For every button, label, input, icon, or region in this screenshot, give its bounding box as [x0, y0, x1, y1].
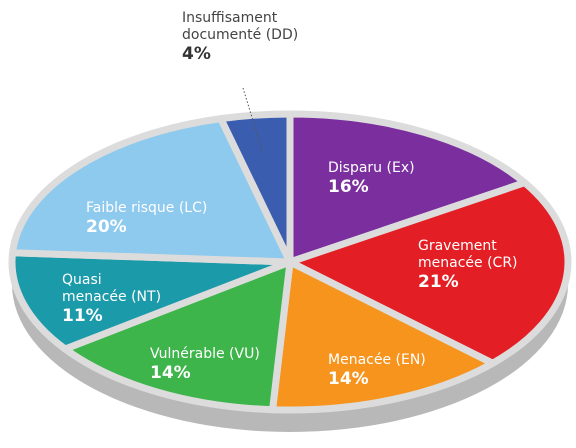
pie-slice: [286, 110, 529, 266]
slice-name: Insuffisament documenté (DD): [182, 10, 299, 43]
slice-value: 4%: [182, 44, 211, 64]
slice-label: Insuffisament documenté (DD) 4%: [182, 10, 342, 64]
slice-label: Quasi menacée (NT) 11%: [62, 272, 162, 326]
slice-label: Disparu (Ex) 16%: [328, 160, 438, 197]
leader-line: [242, 87, 263, 151]
slice-label: Faible risque (LC) 20%: [86, 200, 246, 237]
pie-slice: [286, 179, 572, 367]
pie-slice: [9, 115, 294, 266]
slice-name: Disparu (Ex): [328, 160, 415, 176]
slice-value: 14%: [150, 363, 191, 383]
slice-name: Vulnérable (VU): [150, 346, 260, 362]
slice-value: 21%: [418, 272, 459, 292]
slice-value: 20%: [86, 217, 127, 237]
slice-value: 16%: [328, 177, 369, 197]
pie-slice: [8, 249, 294, 353]
slice-label: Menacée (EN) 14%: [328, 352, 428, 389]
slice-name: Menacée (EN): [328, 352, 426, 368]
slice-name: Faible risque (LC): [86, 200, 208, 216]
slice-name: Quasi menacée (NT): [62, 272, 162, 305]
slice-name: Gravement menacée (CR): [418, 238, 518, 271]
pie-slice: [61, 258, 294, 414]
pie-slice: [269, 258, 497, 414]
slice-label: Vulnérable (VU) 14%: [150, 346, 290, 383]
slice-value: 11%: [62, 306, 103, 326]
pie-slice: [217, 110, 294, 266]
slice-value: 14%: [328, 369, 369, 389]
slice-label: Gravement menacée (CR) 21%: [418, 238, 538, 292]
